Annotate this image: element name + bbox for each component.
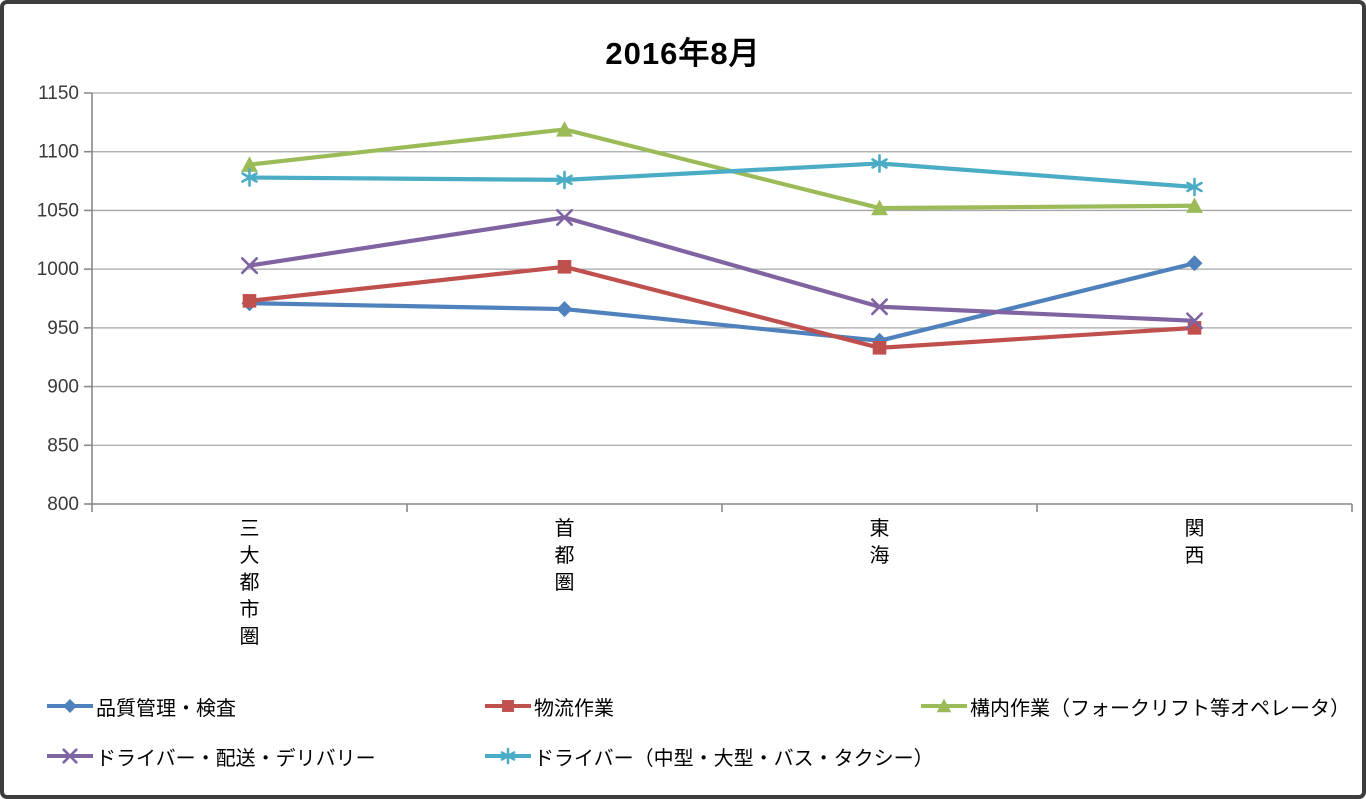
x-axis-category-label: 三大都市圏 (240, 518, 260, 648)
data-point-series-2 (556, 121, 573, 137)
data-point-series-4 (556, 170, 573, 190)
y-axis-label: 1100 (38, 142, 79, 163)
data-point-series-4 (871, 154, 888, 173)
x-axis-category-label: 東海 (870, 517, 890, 567)
data-point-series-1 (557, 259, 572, 274)
y-axis-label: 950 (47, 318, 79, 339)
data-point-series-4 (241, 168, 258, 187)
data-point-series-2 (871, 199, 888, 216)
series-line-2 (247, 127, 1197, 211)
data-point-series-0 (556, 301, 573, 318)
y-axis-label: 900 (47, 377, 79, 398)
y-axis-label: 800 (47, 494, 79, 515)
data-point-series-3 (1186, 312, 1203, 330)
data-point-series-3 (871, 298, 888, 316)
data-point-series-0 (1186, 255, 1203, 272)
data-point-series-1 (1187, 321, 1202, 335)
data-point-series-1 (872, 341, 887, 355)
series-line-4 (247, 161, 1197, 190)
data-point-series-2 (1186, 197, 1203, 213)
data-point-series-4 (1186, 177, 1203, 197)
x-axis-category-label: 首都圏 (555, 517, 575, 594)
y-axis-label: 1000 (37, 259, 79, 280)
series-line-1 (247, 264, 1197, 350)
y-axis-label: 850 (47, 435, 79, 456)
data-point-series-2 (241, 156, 258, 172)
y-axis-label: 1050 (37, 200, 79, 221)
data-point-series-1 (242, 294, 257, 308)
x-axis-category-label: 関西 (1185, 518, 1205, 567)
data-point-series-3 (241, 257, 258, 275)
line-chart-plot: 800 850 900 950 1000 1050 1100 1150 三大都市圏 首都圏 東海 関西 (37, 83, 1353, 648)
y-axis-label: 1150 (38, 83, 79, 104)
data-point-series-3 (556, 208, 573, 226)
chart-title: 2016年8月 (605, 36, 761, 71)
series-line-3 (247, 215, 1197, 323)
series-line-0 (247, 261, 1197, 343)
